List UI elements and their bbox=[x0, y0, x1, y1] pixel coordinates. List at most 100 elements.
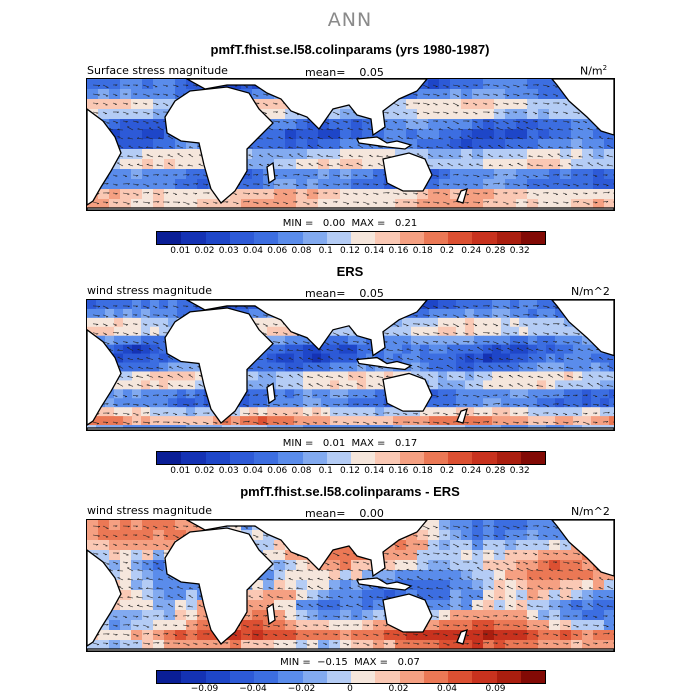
field-cell bbox=[555, 308, 565, 319]
wind-arrow-head bbox=[397, 193, 400, 195]
wind-arrow bbox=[402, 332, 408, 335]
wind-arrow bbox=[296, 147, 304, 149]
field-cell bbox=[276, 344, 286, 355]
field-cell bbox=[555, 371, 565, 381]
field-cell bbox=[123, 308, 133, 319]
field-cell bbox=[501, 353, 511, 364]
field-cell bbox=[340, 159, 352, 170]
wind-arrow-head bbox=[275, 111, 279, 114]
wind-arrow bbox=[232, 412, 237, 415]
wind-arrow bbox=[262, 174, 268, 176]
wind-arrow bbox=[462, 111, 469, 114]
wind-arrow-head bbox=[235, 306, 238, 308]
field-cell bbox=[428, 199, 440, 210]
wind-arrow bbox=[272, 341, 280, 343]
wind-arrow bbox=[592, 183, 599, 185]
wind-arrow-head bbox=[495, 201, 498, 204]
wind-arrow-head bbox=[498, 375, 501, 377]
wind-arrow bbox=[482, 323, 488, 326]
field-cell bbox=[150, 389, 160, 399]
field-cell bbox=[494, 109, 506, 120]
wind-arrow bbox=[602, 201, 609, 203]
field-cell bbox=[263, 109, 275, 120]
field-cell bbox=[393, 407, 403, 417]
wind-arrow-head bbox=[277, 342, 281, 344]
wind-arrow bbox=[127, 126, 134, 131]
wind-arrow-head bbox=[107, 412, 110, 415]
field-cell bbox=[573, 389, 583, 399]
field-cell bbox=[120, 189, 132, 200]
wind-arrow-head bbox=[185, 413, 188, 416]
field-cell bbox=[474, 407, 484, 417]
wind-arrow-head bbox=[506, 103, 509, 105]
wind-arrow-head bbox=[506, 357, 509, 360]
field-cell bbox=[348, 344, 358, 355]
wind-arrow-head bbox=[165, 306, 168, 308]
wind-arrow-head bbox=[285, 403, 288, 406]
field-cell bbox=[150, 362, 160, 372]
wind-arrow-head bbox=[527, 314, 530, 316]
field-cell bbox=[330, 335, 340, 346]
wind-arrow-head bbox=[556, 403, 559, 406]
field-cell bbox=[131, 520, 143, 531]
field-cell bbox=[573, 353, 583, 364]
wind-arrow bbox=[296, 367, 304, 369]
field-cell bbox=[516, 580, 528, 591]
wind-arrow bbox=[259, 164, 264, 167]
field-cell bbox=[465, 398, 475, 408]
field-cell bbox=[195, 371, 205, 381]
field-cell bbox=[420, 300, 430, 310]
wind-arrow bbox=[438, 376, 444, 378]
wind-arrow bbox=[447, 163, 454, 167]
wind-arrow bbox=[492, 192, 498, 195]
field-cell bbox=[519, 398, 529, 408]
wind-arrow bbox=[592, 403, 599, 406]
field-cell bbox=[109, 199, 121, 210]
field-cell bbox=[546, 335, 556, 346]
wind-arrow-head bbox=[375, 175, 378, 177]
field-cell bbox=[501, 326, 511, 337]
field-cell bbox=[142, 590, 154, 601]
wind-arrow bbox=[128, 145, 134, 149]
wind-arrow bbox=[447, 347, 454, 351]
wind-arrow bbox=[259, 375, 264, 378]
wind-arrow bbox=[432, 403, 440, 406]
wind-arrow-head bbox=[195, 306, 199, 308]
wind-arrow-head bbox=[146, 366, 149, 369]
field-cell bbox=[240, 398, 250, 408]
field-cell bbox=[123, 416, 133, 426]
wind-arrow bbox=[576, 384, 584, 387]
wind-arrow bbox=[489, 136, 494, 140]
wind-arrow bbox=[282, 111, 288, 114]
wind-arrow bbox=[322, 201, 327, 204]
wind-arrow-head bbox=[526, 421, 529, 424]
field-cell bbox=[609, 398, 614, 408]
field-cell bbox=[609, 407, 614, 417]
wind-arrow-head bbox=[495, 394, 498, 397]
wind-arrow-head bbox=[467, 366, 470, 368]
field-cell bbox=[593, 169, 605, 180]
wind-arrow-head bbox=[505, 174, 508, 176]
wind-arrow-head bbox=[326, 384, 329, 386]
wind-arrow-head bbox=[116, 332, 119, 334]
field-cell bbox=[428, 550, 440, 561]
wind-arrow bbox=[598, 146, 604, 149]
field-cell bbox=[249, 407, 259, 417]
wind-arrow-head bbox=[386, 112, 389, 114]
wind-arrow-head bbox=[498, 155, 501, 157]
panel-2-title: ERS bbox=[336, 264, 364, 279]
field-cell bbox=[492, 344, 502, 355]
field-cell bbox=[177, 300, 187, 310]
field-cell bbox=[429, 335, 439, 346]
wind-arrow bbox=[452, 192, 460, 195]
field-cell bbox=[393, 416, 403, 426]
wind-arrow bbox=[257, 366, 264, 369]
wind-arrow-head bbox=[348, 137, 351, 139]
wind-arrow bbox=[422, 323, 430, 326]
wind-arrow-head bbox=[595, 412, 598, 415]
figure-title: ANN bbox=[327, 9, 373, 31]
wind-arrow-head bbox=[385, 184, 388, 186]
wind-arrow bbox=[128, 384, 134, 387]
field-cell bbox=[582, 407, 592, 417]
field-cell bbox=[120, 99, 132, 110]
